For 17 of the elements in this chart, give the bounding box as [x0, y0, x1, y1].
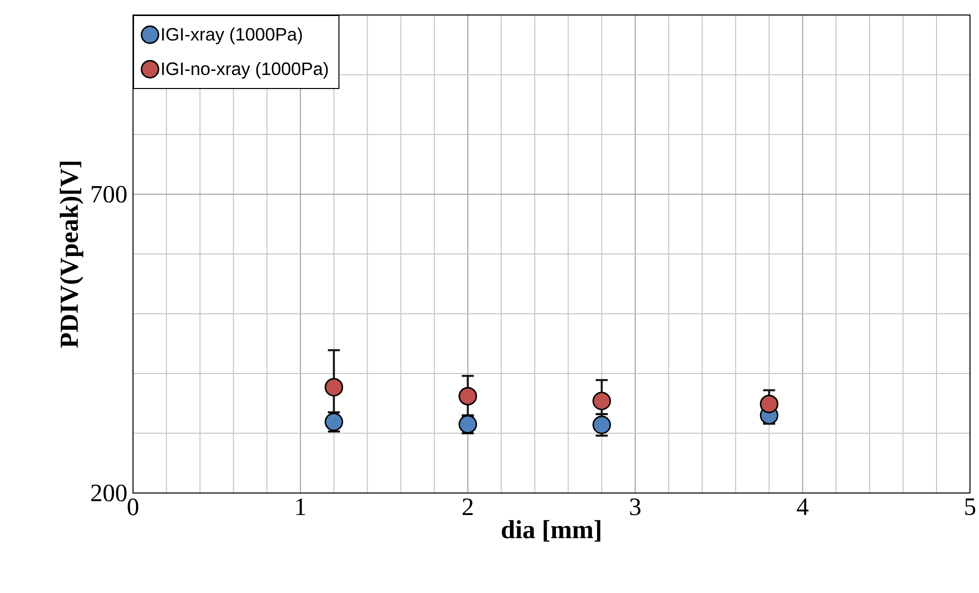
y-tick-label: 200 — [91, 484, 127, 502]
point — [324, 378, 344, 396]
legend-label: IGI-no-xray (1000Pa) — [162, 62, 328, 79]
x-tick-label: 5 — [965, 498, 976, 516]
x-tick-label: 4 — [796, 498, 808, 515]
point — [592, 416, 611, 434]
x-tick-label: 0 — [128, 498, 138, 516]
x-tick-label: 2 — [462, 498, 473, 516]
x-tick-label: 1 — [296, 498, 306, 515]
legend-label: IGI-xray (1000Pa) — [162, 27, 302, 44]
x-axis-title: dia [mm] — [502, 520, 600, 542]
point — [592, 392, 611, 410]
point — [760, 394, 778, 414]
y-axis-title: PDIV(Vpeak)[V] — [60, 162, 84, 348]
point — [458, 386, 478, 406]
y-tick-label: 700 — [92, 186, 127, 203]
x-tick-label: 3 — [630, 498, 640, 516]
